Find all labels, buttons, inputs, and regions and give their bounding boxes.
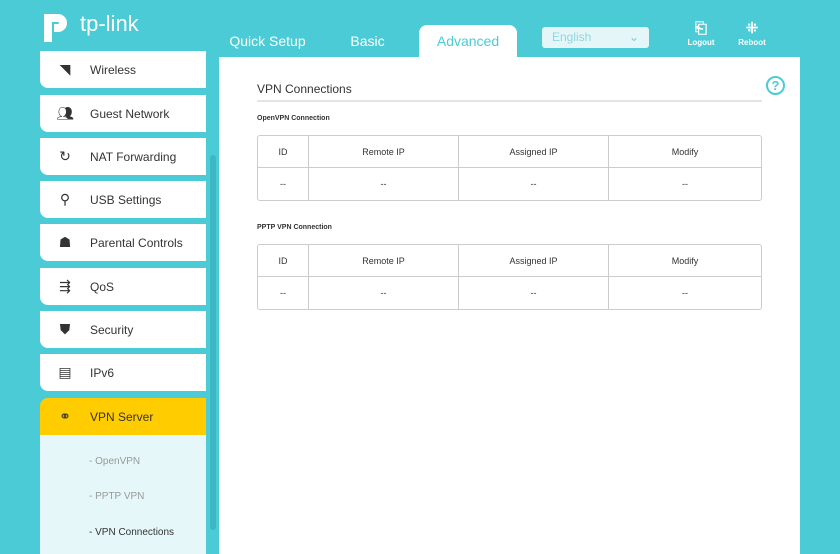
nat-icon: ↻ — [59, 148, 71, 164]
help-icon[interactable]: ? — [766, 76, 785, 95]
tab-basic[interactable]: Basic — [350, 33, 385, 49]
chevron-down-icon: ⌄ — [628, 30, 639, 44]
shield-icon: ⛊ — [59, 321, 71, 337]
tp-link-logo: tp-link — [40, 8, 139, 44]
pptp-table: ID Remote IP Assigned IP Modify -- -- -- -- — [257, 244, 762, 310]
col-modify: Modify — [609, 245, 761, 277]
page-title: VPN Connections — [257, 82, 352, 96]
sidebar-item-qos[interactable]: ⇶ QoS — [40, 268, 206, 305]
usb-icon: ⚲ — [59, 191, 71, 207]
logo-icon — [44, 14, 67, 42]
cell: -- — [682, 288, 688, 298]
col-assigned-ip: Assigned IP — [459, 136, 609, 168]
cell: -- — [459, 277, 609, 309]
section-title-pptp: PPTP VPN Connection — [257, 224, 332, 231]
col-remote-ip: Remote IP — [309, 136, 459, 168]
cell: -- — [459, 168, 609, 200]
submenu-pptp-vpn[interactable]: - PPTP VPN — [89, 491, 145, 502]
link-icon: ⚭ — [59, 408, 71, 424]
scrollbar-thumb[interactable] — [210, 155, 216, 530]
col-id: ID — [258, 136, 309, 168]
wifi-icon: ◥ — [59, 61, 71, 77]
logout-icon: ⎗ — [694, 20, 707, 37]
qos-icon: ⇶ — [59, 278, 71, 294]
col-id: ID — [258, 245, 309, 277]
sidebar-scrollbar[interactable] — [208, 57, 219, 554]
col-assigned-ip: Assigned IP — [459, 245, 609, 277]
sidebar-item-wireless[interactable]: ◥ Wireless — [40, 51, 206, 88]
cell: -- — [309, 277, 459, 309]
tab-quick-setup[interactable]: Quick Setup — [229, 33, 306, 49]
cell: -- — [682, 179, 688, 189]
tab-advanced[interactable]: Advanced — [419, 25, 517, 57]
table-row: -- -- -- -- — [258, 277, 761, 309]
main-panel — [219, 57, 800, 554]
table-row: -- -- -- -- — [258, 168, 761, 200]
col-modify: Modify — [609, 136, 761, 168]
vpn-submenu: - OpenVPN - PPTP VPN - VPN Connections — [40, 435, 206, 554]
cell: -- — [309, 168, 459, 200]
table-header: ID Remote IP Assigned IP Modify — [258, 245, 761, 277]
submenu-openvpn[interactable]: - OpenVPN — [89, 456, 141, 467]
cell: -- — [258, 168, 309, 200]
reboot-icon: ⁜ — [745, 20, 759, 37]
language-select[interactable]: English ⌄ — [542, 27, 649, 48]
openvpn-table: ID Remote IP Assigned IP Modify -- -- -- -- — [257, 135, 762, 201]
logout-button[interactable]: ⎗ Logout — [687, 20, 715, 47]
sidebar-item-security[interactable]: ⛊ Security — [40, 311, 206, 348]
section-title-openvpn: OpenVPN Connection — [257, 115, 330, 122]
title-divider — [257, 100, 762, 102]
table-header: ID Remote IP Assigned IP Modify — [258, 136, 761, 168]
sidebar-item-ipv6[interactable]: ▤ IPv6 — [40, 354, 206, 391]
sidebar-item-usb-settings[interactable]: ⚲ USB Settings — [40, 181, 206, 218]
sidebar-item-nat-forwarding[interactable]: ↻ NAT Forwarding — [40, 138, 206, 175]
sidebar-item-vpn-server[interactable]: ⚭ VPN Server — [40, 398, 206, 435]
sidebar-item-guest-network[interactable]: 👥︎ Guest Network — [40, 95, 206, 132]
col-remote-ip: Remote IP — [309, 245, 459, 277]
users-icon: 👥︎ — [56, 105, 74, 121]
family-icon: ☗ — [58, 234, 72, 250]
ipv6-icon: ▤ — [58, 364, 72, 380]
cell: -- — [258, 277, 309, 309]
submenu-vpn-connections[interactable]: - VPN Connections — [89, 527, 175, 538]
reboot-button[interactable]: ⁜ Reboot — [738, 20, 766, 47]
sidebar-item-parental-controls[interactable]: ☗ Parental Controls — [40, 224, 206, 261]
